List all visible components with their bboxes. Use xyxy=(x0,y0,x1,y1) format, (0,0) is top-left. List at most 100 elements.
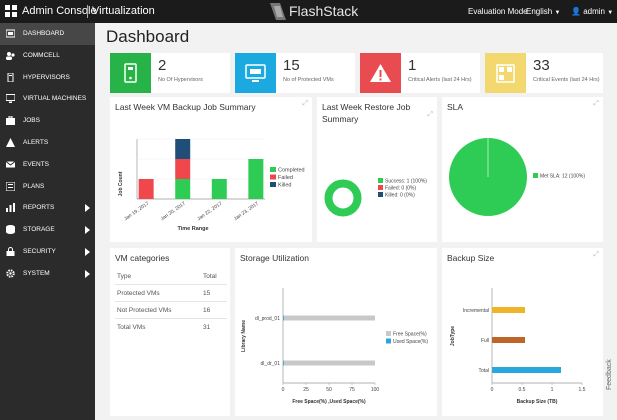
panel-title: Last Week VM Backup Job Summary xyxy=(115,102,256,112)
sidebar-item-virtual-machines[interactable]: VIRTUAL MACHINES xyxy=(0,88,95,110)
legend-entry: Failed: 0 (0%) xyxy=(385,186,416,192)
plans-icon xyxy=(6,181,15,191)
stat-value: 15 xyxy=(283,57,300,74)
legend-swatch xyxy=(378,178,383,183)
legend-swatch xyxy=(270,174,276,180)
monitor-icon xyxy=(6,94,15,104)
stat-hypervisors[interactable]: 2 No Of Hypervisors xyxy=(110,53,230,93)
stat-value: 1 xyxy=(408,57,417,74)
tick-label: 1 xyxy=(551,387,554,393)
sla-chart: Met SLA: 12 (100%) xyxy=(449,138,585,216)
sidebar-item-reports[interactable]: REPORTS xyxy=(0,197,95,219)
bar-free-space xyxy=(283,315,375,321)
tick-label: Jan 19, 2017 xyxy=(123,201,150,223)
sidebar-item-label: JOBS xyxy=(23,117,40,125)
stat-label: Critical Alerts (last 24 Hrs) xyxy=(408,77,472,83)
title-divider xyxy=(87,5,88,18)
category-label: Incremental xyxy=(463,308,489,314)
tick-label: Jan 23, 2017 xyxy=(233,201,260,223)
table-row: Not Protected VMs 16 xyxy=(115,301,227,318)
table-row: Protected VMs 15 xyxy=(115,284,227,301)
sidebar-item-label: HYPERVISORS xyxy=(23,73,70,81)
feedback-tab[interactable]: Feedback xyxy=(604,359,616,420)
bar-completed xyxy=(175,179,191,199)
feedback-label: Feedback xyxy=(606,359,613,390)
legend-entry: Success: 1 (100%) xyxy=(385,179,427,185)
expand-icon[interactable]: ⤢ xyxy=(593,251,599,258)
page-title: Dashboard xyxy=(106,27,190,46)
expand-icon[interactable]: ⤢ xyxy=(302,100,308,107)
tick-label: Jan 22, 2017 xyxy=(196,201,223,223)
category-label: Full xyxy=(481,338,489,344)
panel-backup-summary: Last Week VM Backup Job Summary ⤢ Jan 19… xyxy=(110,97,312,242)
stat-label: No Of Hypervisors xyxy=(158,77,203,83)
commvault-logo-icon xyxy=(5,5,17,17)
tick-label: 0 xyxy=(282,387,285,393)
expand-icon[interactable]: ⤢ xyxy=(427,111,433,118)
sidebar-item-plans[interactable]: PLANS xyxy=(0,176,95,198)
legend-swatch xyxy=(270,167,276,172)
bar-total xyxy=(492,367,561,373)
top-bar: Admin Console Virtualization FlashStack … xyxy=(0,0,617,23)
table-cell: Total VMs xyxy=(117,324,146,331)
sidebar-item-label: COMMCELL xyxy=(23,51,60,59)
sidebar-item-hypervisors[interactable]: HYPERVISORS xyxy=(0,67,95,89)
tick-label: 100 xyxy=(371,387,380,393)
panel-restore-summary: Last Week Restore Job Summary ⤢ Success:… xyxy=(317,97,437,242)
backup-size-chart: 0 0.5 1 1.5 Incremental Full Total Backup Size … xyxy=(450,288,586,405)
legend-entry: Free Space(%) xyxy=(393,332,427,338)
stat-label: Critical Events (last 24 Hrs) xyxy=(533,77,600,83)
table-row: Total VMs 31 xyxy=(115,318,227,335)
sidebar-item-alerts[interactable]: ALERTS xyxy=(0,132,95,154)
x-axis-label: Backup Size (TB) xyxy=(517,399,558,405)
sidebar-item-label: REPORTS xyxy=(23,204,55,212)
stat-protected-vms[interactable]: 15 No of Protected VMs xyxy=(235,53,355,93)
y-axis-label: JobType xyxy=(450,326,456,346)
app-subtitle: Virtualization xyxy=(92,5,155,17)
stat-critical-events[interactable]: 33 Critical Events (last 24 Hrs) xyxy=(485,53,603,93)
legend-swatch xyxy=(270,182,276,187)
sidebar-item-label: SECURITY xyxy=(23,248,56,255)
bar-completed xyxy=(211,179,227,199)
sidebar-item-security[interactable]: SECURITY xyxy=(0,241,95,263)
sidebar-item-system[interactable]: SYSTEM xyxy=(0,263,95,285)
legend-entry: Used Space(%) xyxy=(393,339,428,345)
warning-icon xyxy=(360,53,401,93)
legend-swatch xyxy=(378,185,383,190)
panel-vm-categories: VM categories Type Total Protected VMs 1… xyxy=(110,248,230,416)
backup-job-chart: Jan 19, 2017 Jan 20, 2017 Jan 22, 2017 Jan … xyxy=(118,138,305,232)
table-header: Type Total xyxy=(115,268,227,285)
tick-label: 1.5 xyxy=(579,387,586,393)
sidebar-item-commcell[interactable]: COMMCELL xyxy=(0,45,95,67)
sidebar-item-dashboard[interactable]: DASHBOARD xyxy=(0,23,95,45)
bar-failed xyxy=(175,159,191,179)
evaluation-mode: Evaluation Mode xyxy=(468,7,528,16)
legend-swatch xyxy=(386,331,391,336)
bar-used-space xyxy=(283,315,284,321)
panel-title: VM categories xyxy=(115,253,170,263)
table-cell: 16 xyxy=(203,307,211,314)
tick-label: 0 xyxy=(491,387,494,393)
panel-title: Storage Utilization xyxy=(240,253,309,263)
flashstack-logo-icon xyxy=(270,3,286,20)
server-icon xyxy=(110,53,151,93)
language-selector[interactable]: English ▼ xyxy=(526,7,561,16)
stat-value: 33 xyxy=(533,57,550,74)
sidebar-item-storage[interactable]: STORAGE xyxy=(0,219,95,241)
x-axis-label: Free Space(%) ,Used Space(%) xyxy=(292,399,366,405)
sidebar-item-label: ALERTS xyxy=(23,139,49,146)
legend-entry: Failed xyxy=(278,175,293,181)
sidebar xyxy=(0,23,95,420)
chevron-right-icon xyxy=(85,204,90,213)
sidebar-item-events[interactable]: EVENTS xyxy=(0,154,95,176)
expand-icon[interactable]: ⤢ xyxy=(593,100,599,107)
chart-icon xyxy=(6,203,15,213)
chevron-down-icon: ▼ xyxy=(554,10,561,16)
sidebar-item-jobs[interactable]: JOBS xyxy=(0,110,95,132)
user-menu[interactable]: 👤 admin ▼ xyxy=(571,7,614,16)
gear-icon xyxy=(6,269,15,278)
stat-critical-alerts[interactable]: 1 Critical Alerts (last 24 Hrs) xyxy=(360,53,480,93)
table-cell: Not Protected VMs xyxy=(117,307,172,314)
panel-backup-size: Backup Size ⤢ 0 0.5 1 1.5 Incremental Full Tot… xyxy=(442,248,603,416)
panel-title: Backup Size xyxy=(447,253,495,263)
